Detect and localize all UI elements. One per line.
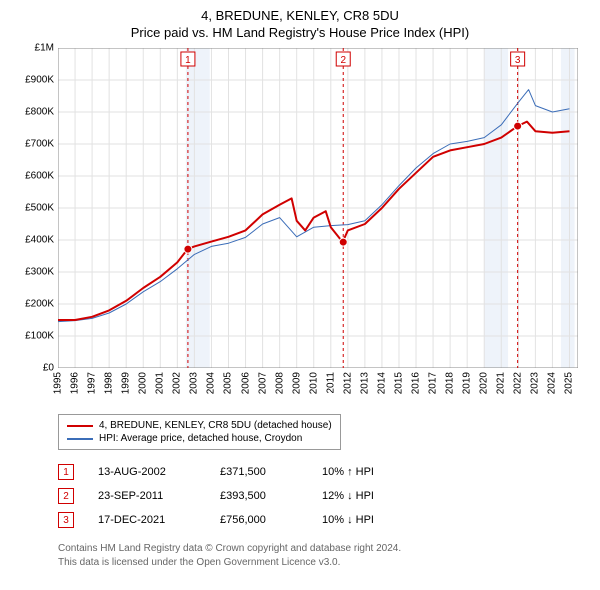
x-tick-label: 2004 [206, 372, 217, 394]
x-tick-label: 2005 [223, 372, 234, 394]
plot: 1 2 3 [58, 48, 578, 368]
sale-delta: 12% ↓ HPI [322, 490, 412, 502]
y-tick-label: £1M [35, 43, 54, 54]
sale-price: £393,500 [220, 490, 298, 502]
x-tick-label: 1997 [87, 372, 98, 394]
legend-swatch [67, 425, 93, 427]
x-tick-label: 2022 [513, 372, 524, 394]
y-tick-label: £800K [25, 107, 54, 118]
x-tick-label: 1995 [53, 372, 64, 394]
x-tick-label: 2010 [308, 372, 319, 394]
legend-label: HPI: Average price, detached house, Croy… [99, 433, 302, 444]
sale-price: £756,000 [220, 514, 298, 526]
x-tick-label: 2018 [445, 372, 456, 394]
x-tick-label: 2009 [291, 372, 302, 394]
x-tick-label: 2019 [462, 372, 473, 394]
x-axis-labels: 1995199619971998199920002001200220032004… [58, 368, 578, 412]
sale-marker-badge: 3 [58, 512, 74, 528]
legend-label: 4, BREDUNE, KENLEY, CR8 5DU (detached ho… [99, 420, 332, 431]
x-tick-label: 2012 [342, 372, 353, 394]
svg-text:1: 1 [185, 55, 191, 66]
footer-line-1: Contains HM Land Registry data © Crown c… [58, 542, 588, 556]
footer-line-2: This data is licensed under the Open Gov… [58, 556, 588, 570]
x-tick-label: 2021 [496, 372, 507, 394]
y-tick-label: £200K [25, 299, 54, 310]
sale-row: 2 23-SEP-2011 £393,500 12% ↓ HPI [58, 484, 588, 508]
x-tick-label: 2020 [479, 372, 490, 394]
x-tick-label: 2016 [411, 372, 422, 394]
y-tick-label: £600K [25, 171, 54, 182]
y-tick-label: £400K [25, 235, 54, 246]
y-tick-label: £300K [25, 267, 54, 278]
chart-svg: 1 2 3 [58, 48, 578, 368]
legend-item: HPI: Average price, detached house, Croy… [67, 432, 332, 445]
x-tick-label: 2011 [325, 372, 336, 394]
x-tick-label: 2013 [359, 372, 370, 394]
x-tick-label: 2007 [257, 372, 268, 394]
page-subtitle: Price paid vs. HM Land Registry's House … [12, 25, 588, 40]
svg-text:3: 3 [515, 55, 521, 66]
svg-text:2: 2 [340, 55, 346, 66]
legend-swatch [67, 438, 93, 440]
x-tick-label: 1998 [104, 372, 115, 394]
page-title: 4, BREDUNE, KENLEY, CR8 5DU [12, 8, 588, 23]
x-tick-label: 1996 [70, 372, 81, 394]
x-tick-label: 2008 [274, 372, 285, 394]
footer: Contains HM Land Registry data © Crown c… [58, 542, 588, 569]
chart-area: £0£100K£200K£300K£400K£500K£600K£700K£80… [12, 48, 588, 368]
x-tick-label: 2025 [564, 372, 575, 394]
sale-row: 1 13-AUG-2002 £371,500 10% ↑ HPI [58, 460, 588, 484]
sale-date: 23-SEP-2011 [98, 490, 196, 502]
y-tick-label: £700K [25, 139, 54, 150]
y-axis-labels: £0£100K£200K£300K£400K£500K£600K£700K£80… [12, 48, 56, 368]
x-tick-label: 1999 [121, 372, 132, 394]
x-tick-label: 2017 [428, 372, 439, 394]
legend-item: 4, BREDUNE, KENLEY, CR8 5DU (detached ho… [67, 419, 332, 432]
legend: 4, BREDUNE, KENLEY, CR8 5DU (detached ho… [58, 414, 341, 450]
sale-delta: 10% ↑ HPI [322, 466, 412, 478]
x-tick-label: 2024 [547, 372, 558, 394]
sales-table: 1 13-AUG-2002 £371,500 10% ↑ HPI 2 23-SEP-201… [58, 460, 588, 532]
sale-date: 13-AUG-2002 [98, 466, 196, 478]
sale-row: 3 17-DEC-2021 £756,000 10% ↓ HPI [58, 508, 588, 532]
sale-marker-badge: 2 [58, 488, 74, 504]
sale-date: 17-DEC-2021 [98, 514, 196, 526]
sale-marker-badge: 1 [58, 464, 74, 480]
x-tick-label: 2014 [376, 372, 387, 394]
x-tick-label: 2002 [172, 372, 183, 394]
y-tick-label: £500K [25, 203, 54, 214]
sale-price: £371,500 [220, 466, 298, 478]
x-tick-label: 2001 [155, 372, 166, 394]
x-tick-label: 2006 [240, 372, 251, 394]
y-tick-label: £100K [25, 331, 54, 342]
y-tick-label: £900K [25, 75, 54, 86]
x-tick-label: 2000 [138, 372, 149, 394]
x-tick-label: 2015 [393, 372, 404, 394]
x-tick-label: 2023 [530, 372, 541, 394]
x-tick-label: 2003 [189, 372, 200, 394]
sale-delta: 10% ↓ HPI [322, 514, 412, 526]
